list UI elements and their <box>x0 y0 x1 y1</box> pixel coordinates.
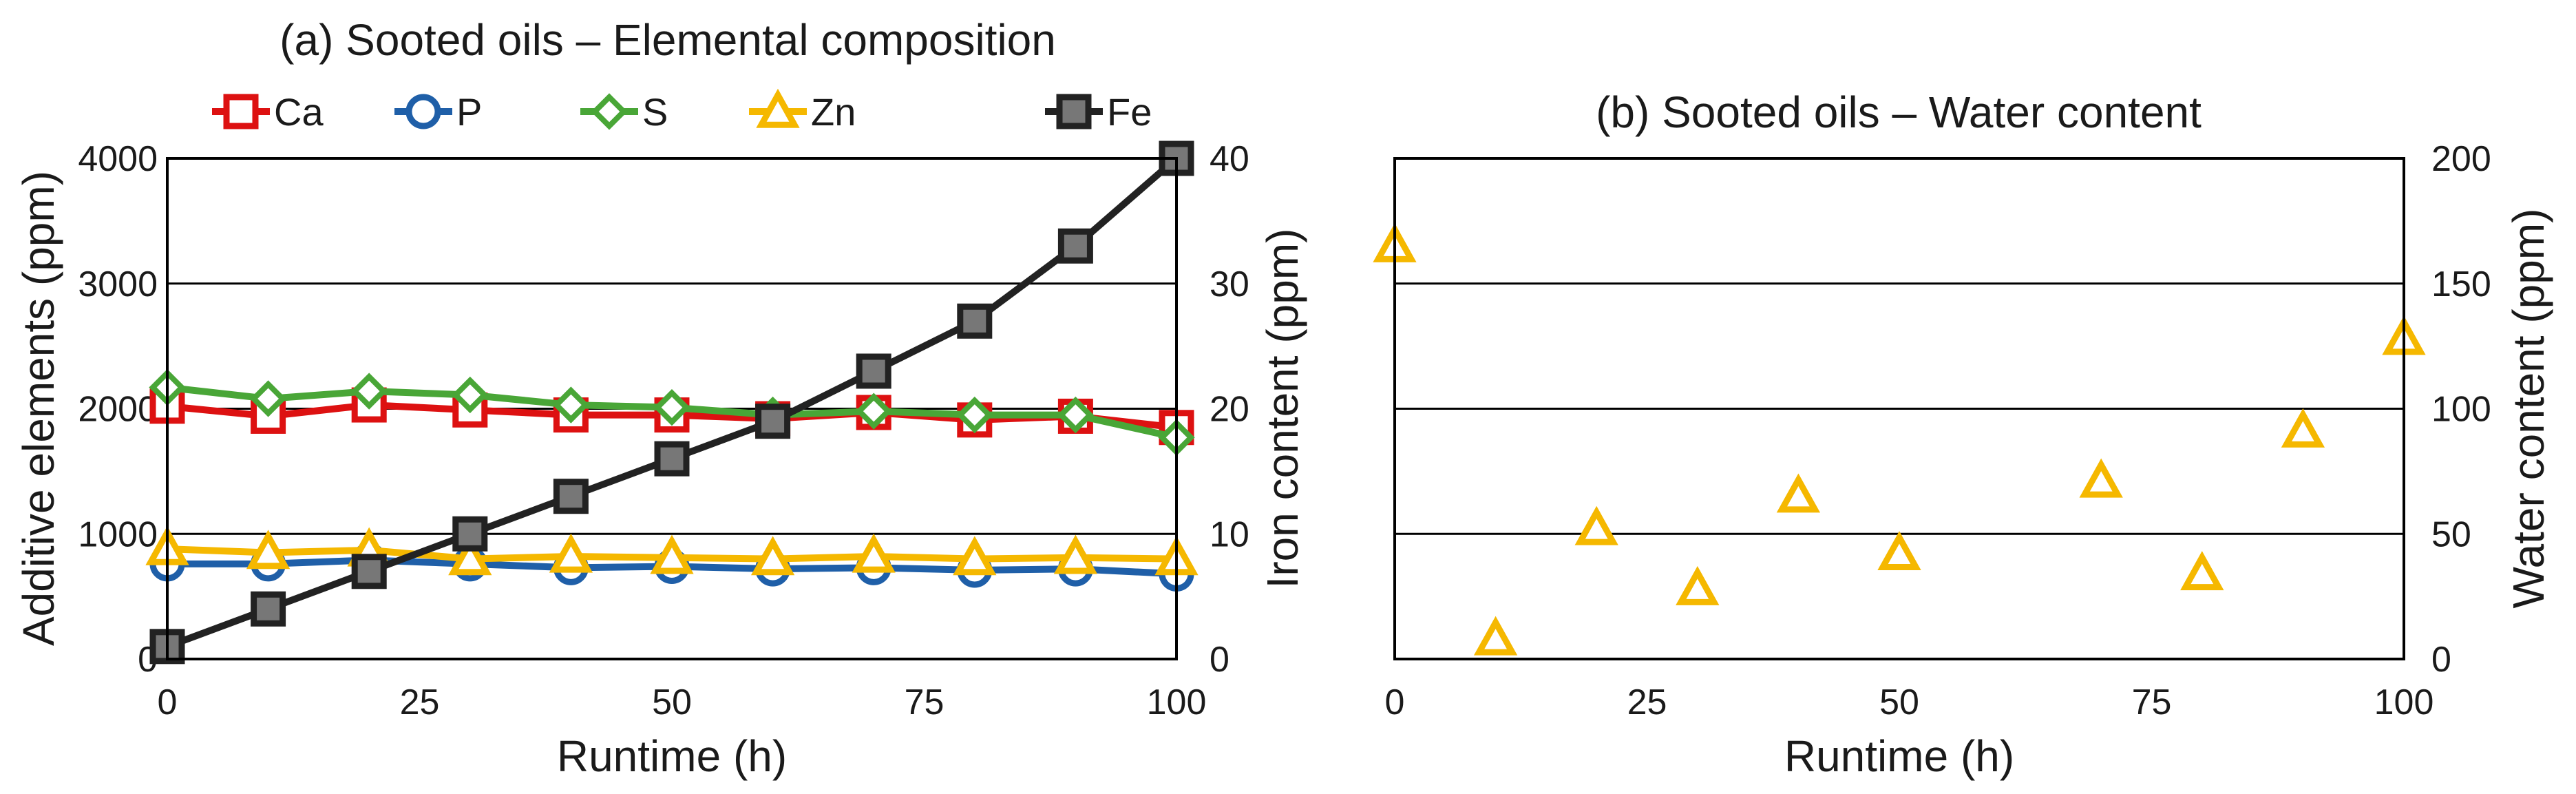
legend-marker <box>1056 94 1092 129</box>
chart-a-xtick-label: 0 <box>158 682 178 722</box>
chart-a-ytick-label: 4000 <box>78 139 158 179</box>
chart-b-title: (b) Sooted oils – Water content <box>1596 87 2202 137</box>
water-point <box>1776 473 1821 513</box>
chart-a-title: (a) Sooted oils – Elemental composition <box>279 15 1056 65</box>
series-s-point <box>452 376 489 414</box>
chart-a-xtick-label: 100 <box>1147 682 1207 722</box>
chart-a-xtick-label: 50 <box>652 682 692 722</box>
chart-b-plot-frame <box>1393 157 2405 660</box>
series-zn-point <box>953 536 997 576</box>
chart-b-xlabel: Runtime (h) <box>1784 731 2014 781</box>
series-zn-point <box>852 533 896 573</box>
chart-a-y2tick-label: 20 <box>1210 390 1249 430</box>
series-fe-point <box>452 516 488 552</box>
chart-b-y2tick-label: 50 <box>2431 514 2471 554</box>
water-point <box>2079 458 2123 498</box>
chart-a-ytick-label: 2000 <box>78 390 158 430</box>
legend-label: P <box>456 90 482 134</box>
legend-item-ca: Ca <box>212 90 324 134</box>
series-s-point <box>552 386 590 424</box>
chart-b-y2tick-label: 100 <box>2431 390 2491 430</box>
chart-a-ylabel: Additive elements (ppm) <box>14 171 63 646</box>
water-point <box>1473 616 1518 656</box>
series-zn-point <box>549 533 593 573</box>
chart-a-y2tick-label: 10 <box>1210 514 1249 554</box>
chart-a-series <box>145 140 1199 665</box>
chart-b: 0 50 100 150 200 0 25 50 75 100 <box>1373 139 2491 722</box>
chart-a-y2tick-label: 0 <box>1210 640 1229 680</box>
legend-item-zn: Zn <box>749 88 856 134</box>
series-fe-point <box>351 554 387 589</box>
legend-marker <box>405 94 441 129</box>
chart-a-xlabel: Runtime (h) <box>557 731 787 781</box>
series-zn-point <box>1053 534 1098 574</box>
water-point <box>1877 531 1921 571</box>
legend-marker <box>223 94 259 129</box>
water-point <box>1574 505 1618 545</box>
series-s-point <box>350 373 388 410</box>
chart-b-ticks: 0 50 100 150 200 0 25 50 75 100 <box>1385 139 2491 722</box>
legend-marker <box>756 88 800 128</box>
chart-a-xtick-label: 75 <box>905 682 944 722</box>
chart-b-xtick-label: 75 <box>2132 682 2172 722</box>
series-zn-point <box>750 536 795 576</box>
series-s-point <box>1057 396 1095 434</box>
series-fe-point <box>957 303 993 339</box>
legend-label: Zn <box>811 90 856 134</box>
chart-b-gridlines <box>1395 282 2404 535</box>
water-point <box>2180 551 2224 591</box>
chart-b-xtick-label: 25 <box>1627 682 1667 722</box>
series-zn-point <box>650 534 694 574</box>
series-fe-point <box>251 591 286 627</box>
chart-b-y2label: Water content (ppm) <box>2504 209 2553 609</box>
series-fe <box>149 140 1194 665</box>
series-fe-point <box>1057 228 1093 264</box>
water-point <box>1676 565 1720 605</box>
series-s-point <box>249 380 287 417</box>
chart-a-y2tick-label: 30 <box>1210 264 1249 304</box>
legend-item-s: S <box>580 90 668 134</box>
legend-item-fe: Fe <box>1045 90 1152 134</box>
chart-a-y2tick-label: 40 <box>1210 139 1249 179</box>
chart-b-xtick-label: 100 <box>2374 682 2434 722</box>
water-point <box>2281 408 2325 448</box>
chart-a-ytick-label: 3000 <box>78 264 158 304</box>
legend-item-p: P <box>394 90 482 134</box>
series-s-point <box>956 396 993 434</box>
legend-label: Ca <box>274 90 324 134</box>
chart-b-y2tick-label: 0 <box>2431 640 2451 680</box>
series-s-point <box>653 389 690 426</box>
legend-label: Fe <box>1107 90 1152 134</box>
series-fe-point <box>856 353 891 389</box>
chart-b-y2tick-label: 200 <box>2431 139 2491 179</box>
chart-b-y2tick-label: 150 <box>2431 264 2491 304</box>
legend-label: S <box>642 90 668 134</box>
series-s-point <box>855 393 892 430</box>
series-fe-point <box>654 441 690 477</box>
chart-b-xtick-label: 0 <box>1385 682 1405 722</box>
chart-b-xtick-label: 50 <box>1879 682 1919 722</box>
legend-marker <box>591 93 628 130</box>
series-zn-point <box>448 536 492 576</box>
chart-a-xtick-label: 25 <box>400 682 440 722</box>
chart-a-ytick-label: 1000 <box>78 514 158 554</box>
series-water <box>1373 222 2426 656</box>
series-zn-point <box>246 530 291 570</box>
chart-a-plot-frame <box>166 157 1178 660</box>
series-fe-point <box>553 479 589 514</box>
series-fe-point <box>755 404 791 439</box>
chart-a-legend: Ca P S Zn Fe <box>212 88 1152 134</box>
chart-b-series <box>1373 222 2426 656</box>
chart-a-y2label: Iron content (ppm) <box>1258 229 1307 589</box>
